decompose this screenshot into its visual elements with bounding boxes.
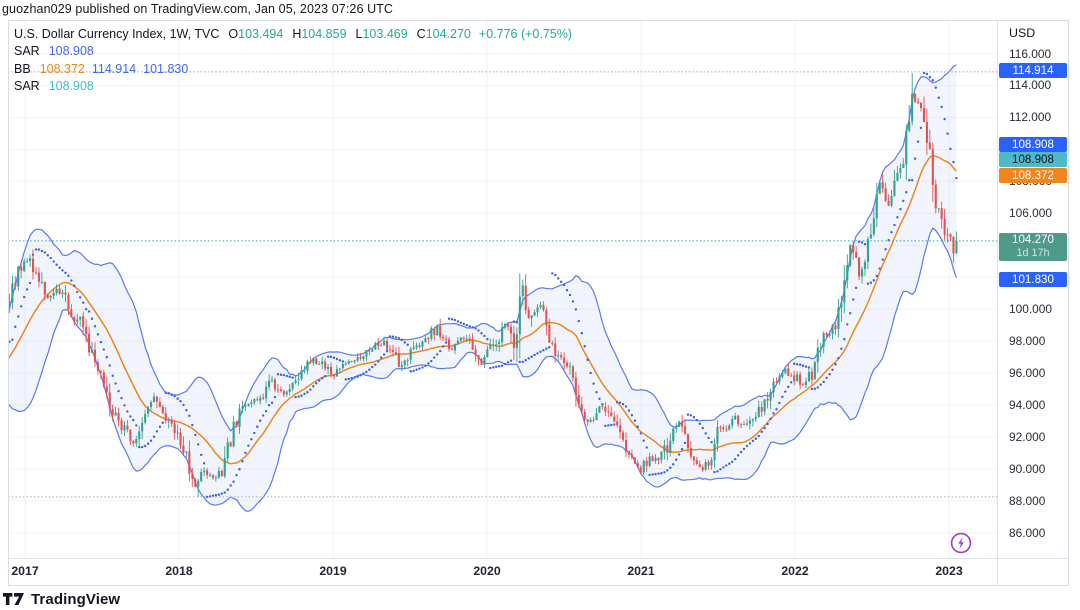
currency-label: USD xyxy=(1009,26,1036,40)
time-axis-label: 2020 xyxy=(473,564,501,578)
price-tick-label: 94.000 xyxy=(1009,398,1046,413)
ohlc-low: L103.469 xyxy=(355,27,408,41)
indicator-value: 108.372 xyxy=(39,61,85,76)
indicator-value: 108.908 xyxy=(48,44,94,59)
price-tick-label: 112.000 xyxy=(1009,110,1052,125)
price-axis-separator xyxy=(997,20,998,586)
indicator-name: SAR xyxy=(14,44,40,59)
time-axis-label: 2023 xyxy=(935,564,963,578)
legend-symbol-row[interactable]: U.S. Dollar Currency Index, 1W, TVC O103… xyxy=(14,26,572,43)
legend-indicator-row[interactable]: BB 108.372 114.914 101.830 xyxy=(14,61,572,78)
change-value: +0.776 (+0.75%) xyxy=(478,27,573,41)
price-tick-label: 86.000 xyxy=(1009,525,1046,540)
legend-indicators: SAR 108.908 BB 108.372 114.914 101.830 SAR 108.… xyxy=(14,43,572,95)
price-tick-label: 116.000 xyxy=(1009,46,1052,61)
tradingview-attribution[interactable]: TradingView xyxy=(3,591,120,608)
time-axis-label: 2018 xyxy=(165,564,193,578)
price-tick-label: 114.000 xyxy=(1009,78,1052,93)
price-tick-label: 100.000 xyxy=(1009,302,1052,317)
indicator-value: 114.914 xyxy=(91,61,137,76)
tradingview-logo-icon xyxy=(3,592,24,605)
time-axis-separator xyxy=(8,558,1069,559)
flash-icon xyxy=(950,532,972,554)
grid-layer xyxy=(8,20,997,558)
time-axis-label: 2019 xyxy=(319,564,347,578)
ohlc-open: O103.494 xyxy=(228,27,284,41)
time-axis-label: 2017 xyxy=(11,564,39,578)
price-badge: 108.908 xyxy=(999,137,1067,153)
price-tick-label: 98.000 xyxy=(1009,334,1046,349)
time-axis-label: 2022 xyxy=(781,564,809,578)
price-badge: 101.830 xyxy=(999,272,1067,288)
flash-icon-button[interactable] xyxy=(950,532,972,554)
bb-upper-line xyxy=(8,64,957,432)
publish-caption: guozhan029 published on TradingView.com,… xyxy=(2,2,394,16)
symbol-title: U.S. Dollar Currency Index, 1W, TVC xyxy=(14,27,220,41)
indicator-name: BB xyxy=(14,61,31,76)
legend-indicator-row[interactable]: SAR 108.908 xyxy=(14,78,572,95)
indicator-name: SAR xyxy=(14,78,40,93)
price-badge: 108.908 xyxy=(999,151,1067,167)
ohlc-close: C104.270 xyxy=(416,27,471,41)
ohlc-high: H104.859 xyxy=(292,27,347,41)
bb-basis-line xyxy=(8,154,957,465)
indicator-value: 108.908 xyxy=(48,78,94,93)
legend-indicator-row[interactable]: SAR 108.908 xyxy=(14,43,572,60)
bollinger-bands-layer xyxy=(8,64,957,512)
time-axis[interactable]: 2017 2018 2019 2020 2021 2022 2023 xyxy=(8,559,1069,586)
price-badge: 114.914 xyxy=(999,63,1067,79)
bb-fill xyxy=(8,64,957,512)
candles-layer xyxy=(8,73,958,497)
price-badge: 108.372 xyxy=(999,167,1067,183)
tradingview-brand-text: TradingView xyxy=(31,591,121,608)
sar-blue-dots-layer xyxy=(8,71,958,499)
price-tick-label: 106.000 xyxy=(1009,206,1052,221)
bb-lower-line xyxy=(8,227,957,512)
price-tick-label: 88.000 xyxy=(1009,493,1046,508)
price-tick-label: 90.000 xyxy=(1009,461,1046,476)
price-badge: 104.270 1d 17h xyxy=(999,232,1067,261)
time-axis-label: 2021 xyxy=(627,564,655,578)
indicator-value: 101.830 xyxy=(143,61,189,76)
chart-legend: U.S. Dollar Currency Index, 1W, TVC O103… xyxy=(14,26,572,95)
price-tick-label: 92.000 xyxy=(1009,430,1046,445)
price-tick-label: 96.000 xyxy=(1009,366,1046,381)
price-axis[interactable]: USD 116.000114.000112.000110.000108.0001… xyxy=(998,20,1069,586)
